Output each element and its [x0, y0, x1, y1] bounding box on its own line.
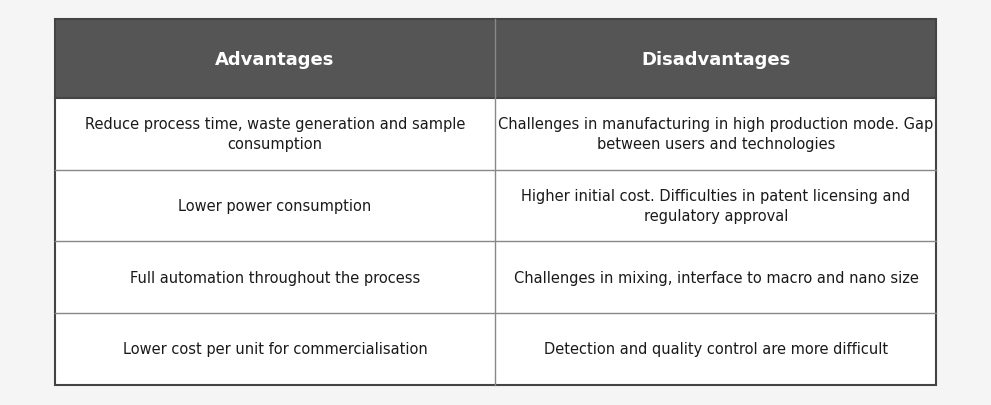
Text: Disadvantages: Disadvantages — [641, 51, 791, 68]
Text: Detection and quality control are more difficult: Detection and quality control are more d… — [544, 341, 888, 356]
Bar — [55, 20, 936, 98]
Text: Challenges in mixing, interface to macro and nano size: Challenges in mixing, interface to macro… — [513, 270, 919, 285]
Text: Lower cost per unit for commercialisation: Lower cost per unit for commercialisatio… — [123, 341, 427, 356]
Text: Lower power consumption: Lower power consumption — [178, 198, 372, 213]
Bar — [55, 20, 936, 385]
Text: Full automation throughout the process: Full automation throughout the process — [130, 270, 420, 285]
Bar — [55, 20, 936, 385]
Text: Higher initial cost. Difficulties in patent licensing and
regulatory approval: Higher initial cost. Difficulties in pat… — [521, 189, 911, 223]
Text: Advantages: Advantages — [215, 51, 335, 68]
Text: Reduce process time, waste generation and sample
consumption: Reduce process time, waste generation an… — [85, 117, 465, 152]
Text: Challenges in manufacturing in high production mode. Gap
between users and techn: Challenges in manufacturing in high prod… — [498, 117, 934, 152]
